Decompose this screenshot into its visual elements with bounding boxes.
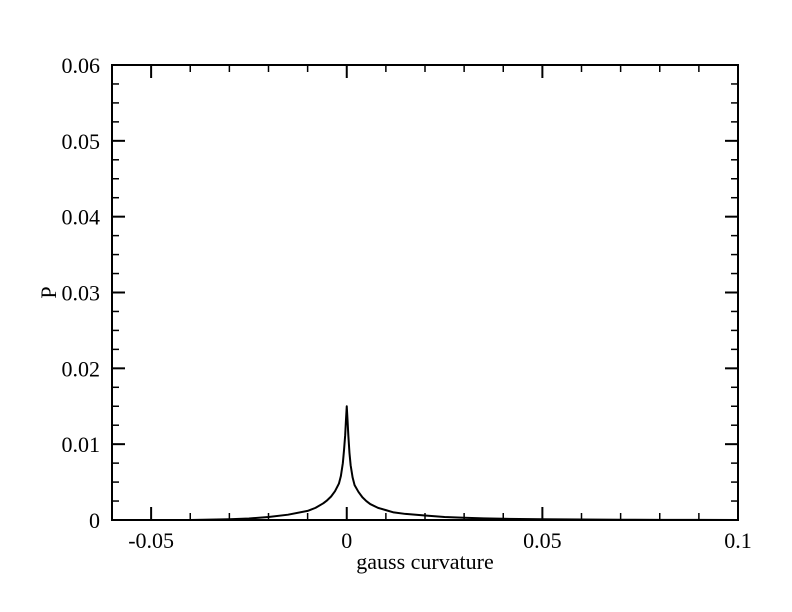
tick-labels: -0.05 0 0.05 0.1 0 0.01 0.02 0.03 0.04 0.05 0.06 <box>62 53 752 553</box>
y-tick-label: 0.02 <box>62 356 101 381</box>
y-tick-label: 0.05 <box>62 129 101 154</box>
y-tick-label: 0 <box>89 508 100 533</box>
series-line <box>151 405 739 521</box>
y-tick-label: 0.06 <box>62 53 101 78</box>
y-axis-title: P <box>36 286 61 298</box>
x-tick-label: 0.05 <box>523 528 562 553</box>
axis-ticks <box>111 64 739 521</box>
plot-frame <box>111 64 739 521</box>
y-tick-label: 0.04 <box>62 205 101 230</box>
series-layer <box>151 405 739 521</box>
x-tick-label: -0.05 <box>128 528 174 553</box>
x-tick-label: 0.1 <box>724 528 752 553</box>
y-tick-label: 0.03 <box>62 281 101 306</box>
y-tick-label: 0.01 <box>62 432 101 457</box>
x-axis-title: gauss curvature <box>356 549 493 574</box>
x-tick-label: 0 <box>341 528 352 553</box>
